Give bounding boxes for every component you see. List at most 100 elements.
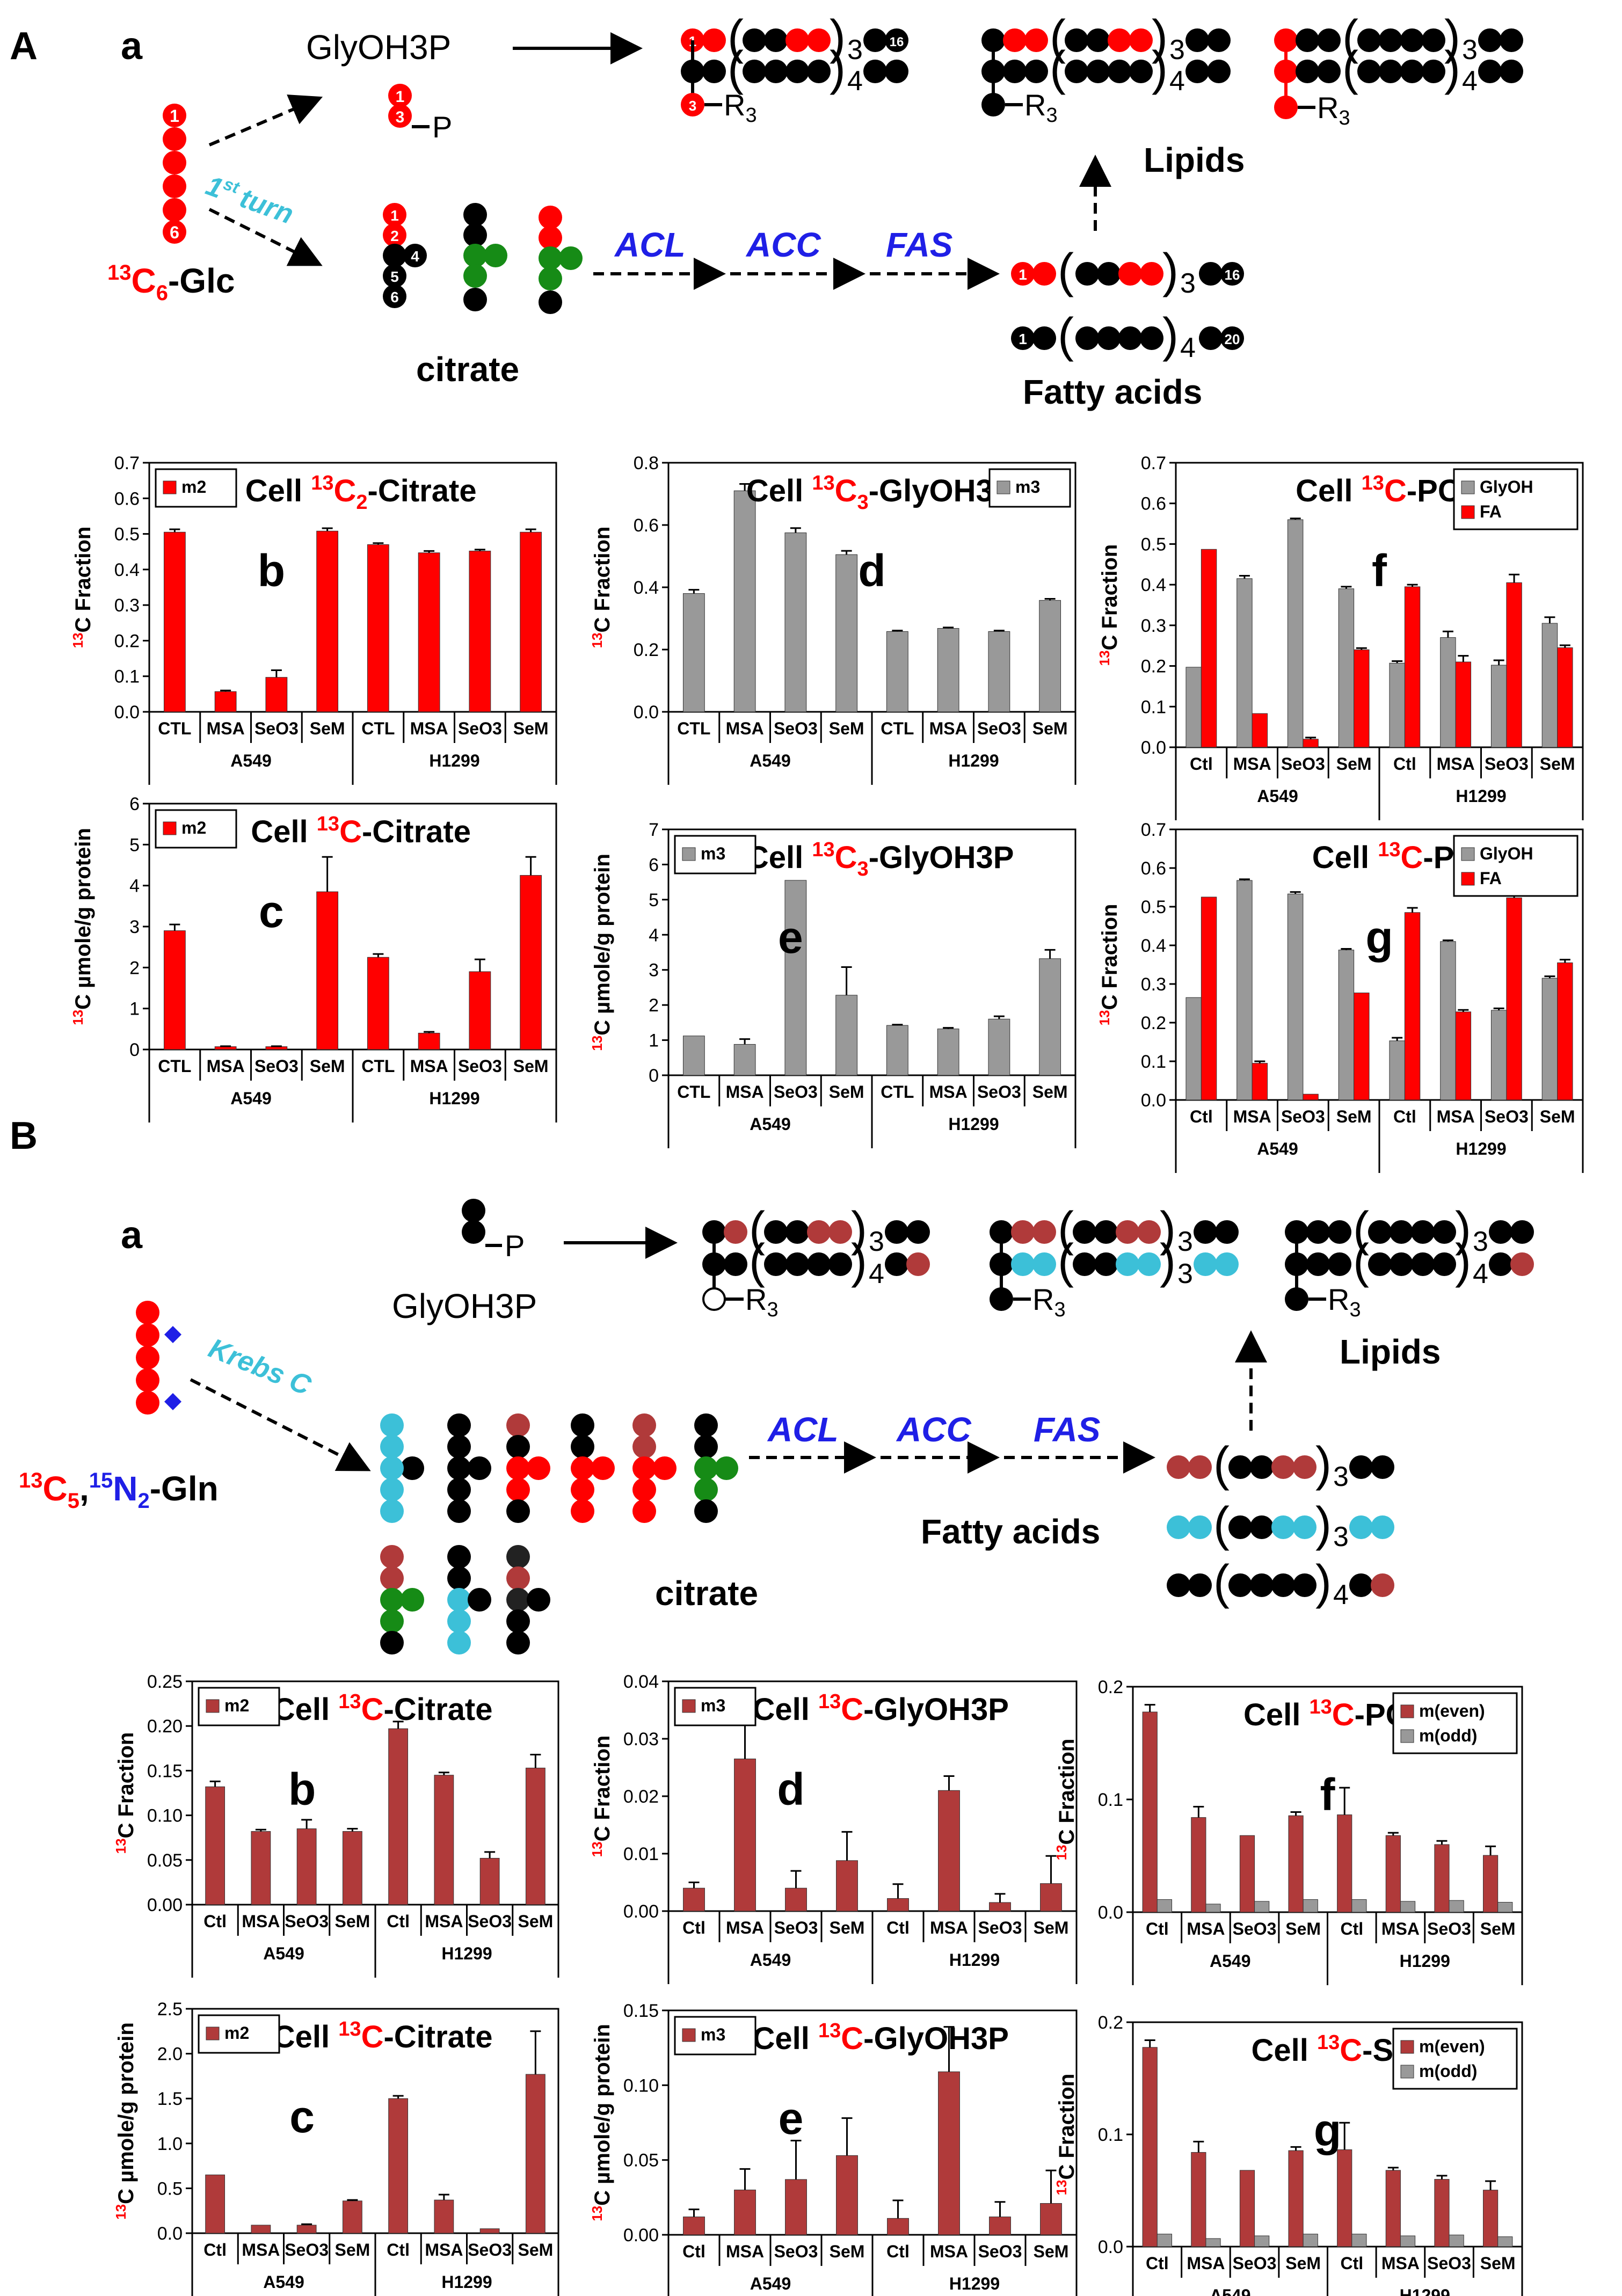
bar	[342, 1831, 362, 1905]
legend-swatch	[163, 480, 177, 494]
bar	[1400, 1901, 1416, 1913]
legend-swatch	[682, 2028, 696, 2042]
glutamine-chain	[136, 1301, 181, 1415]
y-tick-label: 5	[649, 890, 659, 910]
group-label: A549	[1257, 1139, 1298, 1158]
svg-text:20: 20	[1225, 331, 1240, 347]
svg-text:1: 1	[1019, 266, 1027, 283]
bar	[1142, 2047, 1158, 2247]
bar	[205, 1786, 226, 1905]
bar	[1338, 588, 1355, 748]
bar	[205, 2174, 226, 2234]
svg-text:): )	[1162, 244, 1179, 298]
svg-text:(: (	[1342, 11, 1358, 64]
group-label: A549	[750, 2274, 791, 2293]
bar	[1434, 2179, 1450, 2247]
legend-swatch	[163, 821, 177, 835]
panel-letter: b	[288, 1764, 316, 1814]
y-tick-label: 0.25	[147, 1672, 183, 1692]
legend-label: m2	[224, 1696, 249, 1715]
svg-text:3: 3	[689, 98, 696, 114]
y-tick-label: 0.0	[1141, 738, 1166, 758]
x-tick-label: Ctl	[886, 1918, 910, 1937]
y-tick-label: 0.6	[1141, 858, 1166, 879]
x-tick-label: Ctl	[1393, 754, 1416, 774]
y-tick-label: 1.5	[157, 2089, 183, 2109]
bar	[784, 880, 807, 1076]
legend-swatch	[1461, 847, 1475, 861]
group-label: A549	[230, 751, 272, 770]
svg-text:4: 4	[869, 1258, 884, 1289]
chart-b-e: 0.00 0.05 0.10 0.15 13C µmole/g protein Ctl MS…	[589, 2001, 1078, 2296]
svg-text:R3: R3	[1024, 88, 1058, 127]
svg-text:(: (	[749, 1235, 765, 1288]
x-tick-label: SeO3	[774, 719, 818, 738]
legend-label: FA	[1480, 502, 1502, 521]
svg-text:4: 4	[1473, 1258, 1488, 1289]
y-tick-label: 0.0	[157, 2224, 183, 2244]
y-tick-label: 1.0	[157, 2134, 183, 2154]
bar	[418, 1032, 440, 1050]
legend-box	[1453, 468, 1579, 530]
bar	[265, 677, 288, 712]
bar	[1434, 1844, 1450, 1913]
x-tick-label: SeO3	[285, 1912, 329, 1931]
svg-text:16: 16	[890, 35, 904, 49]
bar	[1389, 1040, 1405, 1100]
y-tick-label: 0.2	[114, 631, 140, 651]
y-tick-label: 0.1	[114, 667, 140, 687]
panel-letter: e	[778, 912, 803, 963]
bar	[937, 628, 959, 712]
y-tick-label: 1	[129, 999, 140, 1019]
y-axis-label: 13C Fraction	[1053, 2074, 1079, 2196]
y-tick-label: 0.5	[1141, 534, 1166, 555]
legend-swatch	[1461, 505, 1475, 519]
first-turn-label: 1stturn	[202, 169, 298, 230]
bar	[1497, 2236, 1513, 2247]
lipid-structure: ( ) 3 ( ) 4 R3	[1274, 11, 1523, 129]
glutamine-label: 13C5,15N2-Gln	[19, 1469, 219, 1513]
x-tick-label: MSA	[726, 1918, 764, 1937]
y-tick-label: 3	[649, 960, 659, 981]
bar	[887, 1898, 909, 1912]
legend-label: m(odd)	[1419, 1726, 1477, 1745]
lipid-structure: ( ) 3 ( ) 4 R3	[981, 11, 1231, 127]
x-tick-label: SeO3	[1485, 754, 1529, 774]
svg-text:3: 3	[1180, 268, 1196, 299]
x-tick-label: MSA	[1381, 2254, 1420, 2273]
legend-label: m(even)	[1419, 2037, 1485, 2056]
lipids-label: Lipids	[1340, 1332, 1441, 1371]
y-tick-label: 0.1	[1098, 2125, 1123, 2145]
x-tick-label: CTL	[361, 719, 395, 738]
x-tick-label: SeO3	[254, 1056, 299, 1076]
svg-text:3: 3	[1462, 34, 1478, 65]
x-tick-label: MSA	[207, 719, 245, 738]
group-label: H1299	[1400, 2286, 1450, 2296]
x-tick-label: SeM	[1032, 1082, 1068, 1102]
y-axis-label: 13C Fraction	[589, 527, 614, 648]
bar	[1557, 962, 1573, 1100]
y-tick-label: 0.05	[147, 1850, 183, 1871]
bar	[785, 2179, 807, 2235]
x-tick-label: Ctl	[1190, 1107, 1213, 1126]
fatty-acid-chain: ( ) 3	[1167, 1438, 1394, 1492]
bar	[1354, 993, 1370, 1100]
bar	[1351, 1899, 1367, 1913]
svg-text:(: (	[1342, 42, 1358, 96]
x-tick-label: Ctl	[203, 1912, 227, 1931]
x-tick-label: MSA	[930, 1918, 968, 1937]
panel-letter: f	[1320, 1769, 1336, 1820]
bar	[1337, 1814, 1352, 1913]
chart-title: Cell 13C-GlyOH3P	[752, 2020, 1008, 2056]
x-tick-label: SeO3	[977, 1082, 1021, 1102]
panel-letter: b	[258, 545, 285, 596]
group-label: A549	[230, 1089, 272, 1108]
bar	[265, 1046, 288, 1050]
y-tick-label: 2	[649, 995, 659, 1016]
y-tick-label: 0.00	[623, 2225, 659, 2246]
bar	[1385, 1835, 1401, 1913]
bar	[988, 1018, 1010, 1076]
y-tick-label: 0.8	[634, 453, 659, 473]
y-tick-label: 3	[129, 917, 140, 937]
x-tick-label: MSA	[410, 719, 448, 738]
